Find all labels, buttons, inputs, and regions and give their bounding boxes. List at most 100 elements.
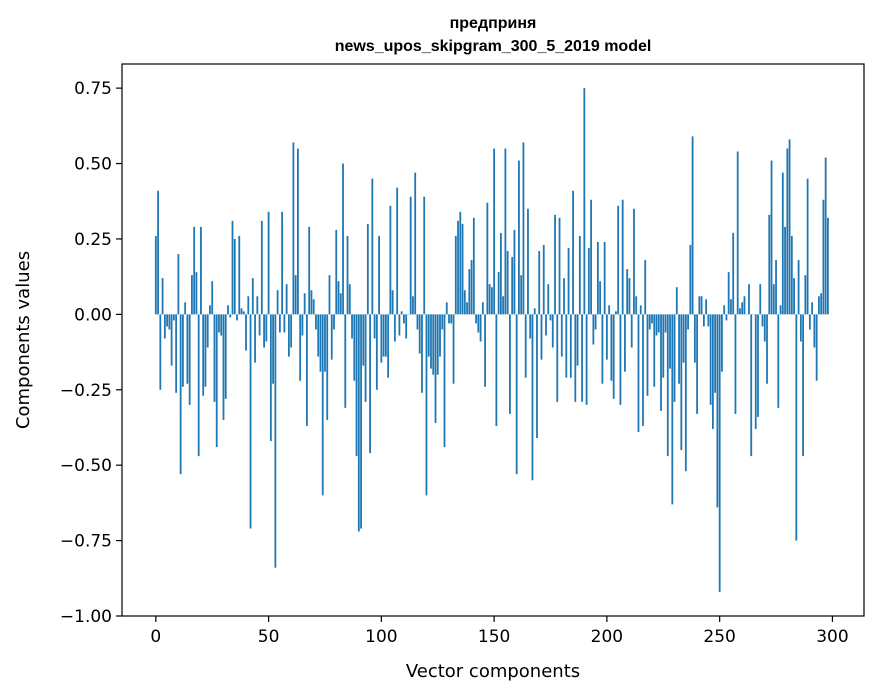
bar-component-131 xyxy=(450,314,453,324)
bar-component-141 xyxy=(472,217,475,315)
bar-component-29 xyxy=(220,314,223,336)
bar-component-188 xyxy=(578,235,581,315)
bar-component-273 xyxy=(770,160,773,315)
bar-component-233 xyxy=(680,314,683,451)
bar-component-90 xyxy=(357,314,360,532)
bar-component-84 xyxy=(344,314,347,408)
bar-component-289 xyxy=(806,178,809,315)
x-tick-label: 150 xyxy=(478,627,510,647)
bar-component-82 xyxy=(339,293,342,315)
bar-component-239 xyxy=(693,314,696,363)
bar-component-169 xyxy=(536,314,538,439)
bar-component-170 xyxy=(538,251,541,315)
bar-component-241 xyxy=(698,296,701,315)
bar-component-79 xyxy=(333,314,335,330)
bar-component-196 xyxy=(596,241,599,315)
bar-component-221 xyxy=(653,314,656,387)
bar-component-111 xyxy=(405,314,408,339)
bar-component-113 xyxy=(409,196,412,315)
bar-component-184 xyxy=(569,314,572,378)
bar-component-81 xyxy=(337,281,340,315)
bar-component-150 xyxy=(493,148,496,315)
bar-component-119 xyxy=(423,196,426,315)
bar-component-278 xyxy=(781,172,784,315)
bar-component-49 xyxy=(265,314,268,342)
x-axis-label: Vector components xyxy=(406,661,580,682)
bar-component-71 xyxy=(315,314,317,330)
bar-component-287 xyxy=(802,314,804,457)
bar-component-21 xyxy=(202,314,205,396)
y-tick-label: 0.25 xyxy=(74,230,112,250)
bar-component-232 xyxy=(678,314,680,384)
bar-component-220 xyxy=(651,314,653,324)
bar-component-50 xyxy=(267,211,270,315)
bar-component-249 xyxy=(716,314,719,508)
bar-component-198 xyxy=(601,314,604,384)
bar-component-158 xyxy=(511,257,514,315)
bar-component-110 xyxy=(403,314,405,324)
bar-component-281 xyxy=(788,139,791,315)
y-axis-label: Components values xyxy=(13,251,34,429)
bar-component-174 xyxy=(547,284,550,315)
bar-component-61 xyxy=(292,142,295,315)
bar-component-164 xyxy=(524,314,527,378)
bar-component-213 xyxy=(635,296,638,315)
bar-component-180 xyxy=(560,314,563,357)
bar-component-168 xyxy=(533,308,536,315)
bar-component-225 xyxy=(662,314,665,378)
bar-component-252 xyxy=(723,305,726,315)
bar-component-226 xyxy=(664,314,667,333)
bar-component-230 xyxy=(673,314,676,402)
bar-component-78 xyxy=(330,314,333,360)
bar-component-45 xyxy=(256,296,259,315)
bar-component-197 xyxy=(599,281,602,315)
bar-component-171 xyxy=(540,314,543,360)
bars-group xyxy=(154,88,829,592)
bar-component-63 xyxy=(297,148,299,315)
bar-component-40 xyxy=(245,314,247,351)
bar-component-286 xyxy=(799,314,802,342)
bar-component-56 xyxy=(281,211,284,315)
bar-component-187 xyxy=(576,314,579,366)
bar-component-132 xyxy=(452,314,455,384)
bar-component-24 xyxy=(209,305,211,315)
bar-component-280 xyxy=(786,148,789,315)
bar-component-7 xyxy=(170,314,173,366)
x-tick-label: 0 xyxy=(150,627,161,647)
y-tick-label: −0.25 xyxy=(60,381,112,401)
bar-component-34 xyxy=(231,220,234,315)
x-tick-label: 100 xyxy=(365,627,397,647)
bar-component-52 xyxy=(272,314,274,384)
bar-component-126 xyxy=(439,314,441,357)
bar-component-294 xyxy=(817,296,820,315)
bar-component-36 xyxy=(236,314,238,321)
bar-component-35 xyxy=(233,238,236,315)
bar-component-80 xyxy=(335,229,338,315)
bar-component-276 xyxy=(777,314,780,408)
bar-component-153 xyxy=(499,232,502,315)
bar-component-47 xyxy=(260,220,263,315)
bar-component-8 xyxy=(172,314,175,321)
bar-component-123 xyxy=(432,314,435,375)
bar-component-133 xyxy=(454,235,457,315)
bar-component-205 xyxy=(617,205,620,315)
bar-component-200 xyxy=(605,314,608,360)
bar-component-5 xyxy=(166,314,168,327)
bar-component-165 xyxy=(527,208,529,315)
bar-component-23 xyxy=(206,314,209,348)
bar-component-288 xyxy=(804,275,807,315)
bar-component-258 xyxy=(736,151,739,315)
bar-component-76 xyxy=(326,314,329,420)
bar-component-105 xyxy=(391,290,394,315)
y-tick-label: −0.50 xyxy=(60,456,112,476)
bar-component-55 xyxy=(278,314,281,333)
bar-component-104 xyxy=(389,205,392,315)
bar-component-33 xyxy=(229,314,232,318)
bar-component-89 xyxy=(355,314,358,457)
bar-component-39 xyxy=(242,311,245,315)
bar-component-0 xyxy=(154,235,157,315)
bar-component-148 xyxy=(488,284,491,315)
x-tick-label: 300 xyxy=(816,627,848,647)
bar-component-178 xyxy=(556,314,559,402)
bar-component-260 xyxy=(741,302,744,315)
